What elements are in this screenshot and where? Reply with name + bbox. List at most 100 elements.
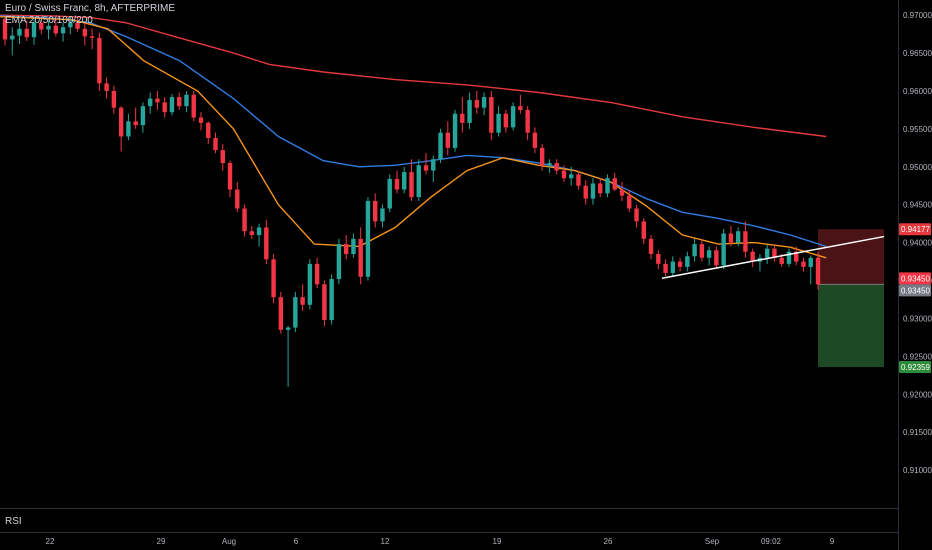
candle-body [300, 297, 305, 305]
stop-price-label: 0.94177 [901, 225, 930, 234]
time-tick-label: Aug [222, 537, 236, 546]
candle-body [460, 113, 465, 123]
trendline[interactable] [661, 235, 885, 279]
price-tick-label: 0.91500 [903, 428, 932, 437]
candle-body [489, 97, 494, 133]
entry-price-label: 0.93450 [901, 286, 930, 295]
candle-body [314, 263, 320, 285]
axis-divider [898, 0, 899, 550]
candle-body [503, 113, 509, 128]
candle-body [685, 256, 690, 267]
candle-body [576, 174, 581, 186]
candle-body [481, 97, 487, 108]
candle-body [177, 97, 182, 107]
candle-body [10, 35, 15, 40]
price-axis[interactable]: 0.97000 0.96500 0.96000 0.95500 0.95000 0.945… [903, 11, 932, 475]
candle-body [423, 165, 429, 171]
candle-body [118, 107, 124, 137]
indicator-legend[interactable]: EMA 20/50/100/200 [5, 15, 93, 26]
candle-body [808, 257, 813, 267]
candle-body [547, 163, 552, 166]
stop-price-label-bg [899, 223, 931, 236]
time-tick-label: 09:02 [761, 537, 782, 546]
time-tick-label: 6 [294, 537, 299, 546]
candle-body [256, 227, 262, 236]
candle-body [206, 122, 211, 138]
ema200-line [0, 14, 827, 138]
candle-body [97, 37, 102, 84]
candle-body [111, 90, 117, 108]
candle-body [17, 28, 22, 36]
candle-body [438, 132, 443, 160]
pane-separator[interactable] [0, 508, 898, 509]
candle-body [162, 102, 167, 113]
time-axis-divider [0, 532, 898, 533]
candle-body [627, 195, 632, 209]
price-tick-label: 0.95500 [903, 125, 932, 134]
candle-body [249, 231, 255, 236]
candle-body [53, 25, 59, 34]
candle-body [656, 254, 661, 264]
candle-body [285, 327, 291, 330]
candle-body [518, 106, 523, 110]
candle-body [293, 297, 298, 328]
candle-body [699, 244, 705, 258]
candle-body [39, 22, 44, 30]
current-price-label: 0.93450 [901, 274, 930, 283]
candle-body [336, 244, 342, 280]
candle-body [329, 279, 334, 320]
candle-body [46, 25, 51, 30]
candle-body [416, 165, 421, 198]
candle-body [169, 97, 175, 113]
candle-body [525, 109, 530, 133]
time-tick-label: 9 [830, 537, 835, 546]
candle-body [721, 233, 726, 266]
candle-body [322, 284, 327, 320]
candle-body [794, 251, 799, 262]
candle-body [220, 150, 225, 164]
trendline-segment[interactable] [661, 235, 885, 279]
candle-body [380, 208, 385, 222]
time-axis[interactable]: 22 29 Aug 6 12 19 26 Sep 09:02 9 [46, 537, 835, 546]
candle-body [670, 261, 676, 273]
candle-body [31, 22, 37, 38]
symbol-title[interactable]: Euro / Swiss Franc, 8h, AFTERPRIME [5, 3, 176, 14]
candle-body [612, 178, 617, 190]
candle-body [213, 137, 218, 151]
price-tick-label: 0.96000 [903, 87, 932, 96]
candle-body [532, 132, 538, 148]
rsi-pane-label[interactable]: RSI [5, 516, 22, 527]
candle-body [365, 200, 371, 277]
price-tick-label: 0.93000 [903, 314, 932, 323]
candle-body [191, 94, 196, 118]
candle-body [743, 231, 748, 252]
time-tick-label: 29 [157, 537, 166, 546]
candle-body [82, 28, 88, 37]
candle-body [568, 174, 574, 179]
candle-body [387, 178, 392, 209]
candle-body [706, 250, 712, 258]
candle-body [779, 257, 784, 264]
candle-body [692, 244, 697, 257]
candle-body [198, 117, 204, 123]
target-price-label: 0.92359 [901, 363, 930, 372]
candle-body [24, 28, 29, 38]
candle-body [409, 172, 414, 198]
candle-body [764, 248, 770, 258]
position-zones [818, 229, 884, 368]
candle-body [184, 94, 189, 107]
candle-body [634, 208, 639, 222]
current-price-label-bg [899, 272, 931, 285]
candle-body [452, 113, 458, 148]
candle-body [598, 183, 603, 194]
candle-body [307, 263, 313, 305]
candle-body [510, 106, 516, 128]
take-profit-zone[interactable] [818, 284, 884, 368]
price-tick-label: 0.92500 [903, 352, 932, 361]
candle-body [714, 250, 719, 266]
candle-body [786, 251, 792, 264]
ema-lines [0, 14, 827, 259]
stop-loss-zone[interactable] [818, 229, 884, 285]
candle-body [75, 22, 80, 29]
